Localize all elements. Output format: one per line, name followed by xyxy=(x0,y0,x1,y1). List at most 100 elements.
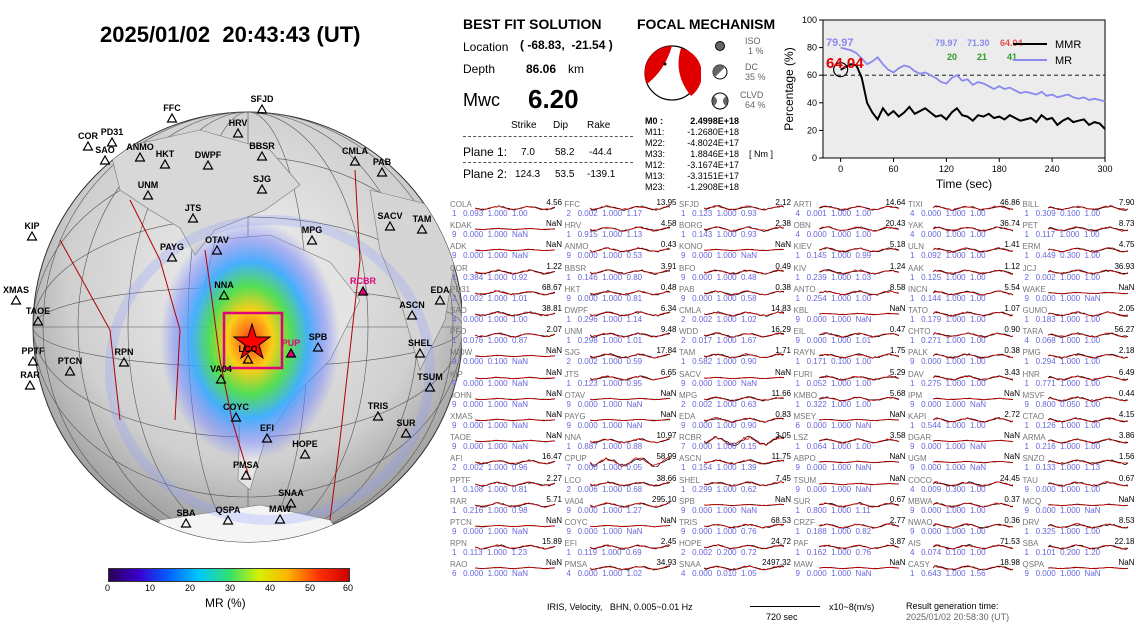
peak-amplitude: 7.45 xyxy=(775,473,791,483)
station-code: KBL xyxy=(793,306,809,315)
station-marker: SACV xyxy=(377,211,403,231)
station-triangle-icon xyxy=(230,411,242,422)
synthetic-trace xyxy=(589,311,670,317)
fit-values: 9 0.000 1.000 NaN xyxy=(452,251,529,261)
peak-amplitude: NaN xyxy=(545,388,562,398)
fit-values: 1 0.162 1.000 0.76 xyxy=(795,548,872,558)
peak-amplitude: 0.48 xyxy=(660,282,677,292)
waveform-trace xyxy=(589,480,670,487)
synthetic-trace xyxy=(1047,311,1128,317)
synthetic-trace xyxy=(818,567,899,570)
synthetic-trace xyxy=(933,290,1013,296)
station-triangle-icon xyxy=(285,347,297,358)
plate-boundaries xyxy=(59,169,361,521)
clvd-value: 64 % xyxy=(745,100,766,110)
station-code: MSEY xyxy=(793,412,817,421)
station-code: WAKE xyxy=(1022,284,1046,294)
fit-values: 1 0.800 1.000 1.11 xyxy=(795,505,871,515)
synthetic-trace xyxy=(818,247,899,253)
station-waveform-cell: INCN 5.54 1 0.144 1.000 1.00 xyxy=(908,283,1020,304)
fit-values: 1 0.183 1.000 1.00 xyxy=(1024,315,1101,324)
peak-amplitude: 3.86 xyxy=(1118,431,1135,441)
waveform-trace xyxy=(475,544,555,551)
peak-amplitude: 2.18 xyxy=(1118,346,1135,356)
station-waveform-cell: AFI 16.47 2 0.002 1.000 0.96 xyxy=(450,452,562,473)
peak-amplitude: 2.12 xyxy=(775,198,791,207)
station-marker: LCO xyxy=(239,344,258,364)
synthetic-trace xyxy=(475,440,555,443)
station-waveform-cell: SFJD 2.12 1 0.123 1.000 0.93 xyxy=(679,198,791,219)
station-label: TAM xyxy=(413,214,432,224)
source-region-box xyxy=(222,311,284,370)
station-triangle-icon xyxy=(357,285,369,296)
station-code: KDAK xyxy=(450,221,472,231)
station-triangle-icon xyxy=(187,212,199,223)
synthetic-trace xyxy=(933,375,1013,381)
station-waveform-cell: WDD 16.29 2 0.017 1.000 1.67 xyxy=(679,325,791,346)
waveform-trace xyxy=(704,503,784,506)
station-code: PALK xyxy=(908,348,928,358)
peak-amplitude: NaN xyxy=(1003,452,1020,462)
peak-amplitude: 295.10 xyxy=(652,494,677,504)
waveform-trace xyxy=(475,397,555,400)
station-waveform-cell: UNM 9.48 1 0.298 1.000 1.01 xyxy=(565,325,677,346)
waveform-trace xyxy=(818,567,899,570)
station-waveform-cell: EDA 0.83 9 0.000 1.000 0.90 xyxy=(679,410,791,431)
event-datetime: 2025/01/02 20:43:43 (UT) xyxy=(100,22,361,47)
peak-amplitude: 71.53 xyxy=(999,537,1020,547)
waveform-trace xyxy=(704,268,784,275)
synthetic-trace xyxy=(475,376,555,379)
station-waveform-cell: ANMO 0.43 9 0.000 1.000 0.53 xyxy=(565,240,677,261)
station-label: MAW xyxy=(269,504,292,514)
waveform-trace xyxy=(475,459,555,466)
focal-title: FOCAL MECHANISM xyxy=(637,16,776,32)
peak-amplitude: 15.89 xyxy=(541,537,562,547)
station-code: KAPI xyxy=(908,412,927,421)
synthetic-trace xyxy=(475,502,555,508)
synthetic-trace xyxy=(818,374,899,381)
station-marker: SPB xyxy=(309,332,328,352)
fit-values: 1 0.179 1.000 1.00 xyxy=(910,315,986,324)
synthetic-trace xyxy=(933,354,1013,360)
station-waveform-cell: CPUP 58.99 7 0.000 1.000 0.05 xyxy=(565,452,677,473)
fit-values: 1 0.771 1.000 1.00 xyxy=(1024,378,1101,388)
fit-values: 1 0.108 1.000 0.81 xyxy=(452,484,528,494)
fit-values: 1 0.294 1.000 1.00 xyxy=(1024,357,1101,367)
station-label: OTAV xyxy=(205,235,229,245)
station-marker: SBA xyxy=(176,508,196,528)
station-code: MAW xyxy=(793,560,813,570)
peak-amplitude: 38.81 xyxy=(541,304,562,313)
station-code: VA04 xyxy=(564,496,584,506)
y-tick-label: 80 xyxy=(807,43,817,53)
peak-amplitude: 6.34 xyxy=(660,304,677,313)
peak-amplitude: 4.58 xyxy=(660,219,677,229)
location-label: Location xyxy=(463,40,509,54)
station-triangle-icon xyxy=(274,513,286,524)
station-label: CMLA xyxy=(342,146,368,156)
waveform-trace xyxy=(933,311,1013,317)
station-waveform-cell: XMAS NaN 9 0.000 1.000 NaN xyxy=(450,410,562,431)
station-triangle-icon xyxy=(240,469,252,480)
station-waveform-cell: TAM 1.71 1 0.582 1.000 0.90 xyxy=(679,346,791,367)
station-marker: PTCN xyxy=(58,356,82,376)
synthetic-trace xyxy=(933,332,1013,338)
depth-value: 86.06 xyxy=(526,62,557,76)
station-triangle-icon xyxy=(376,166,388,177)
station-triangle-icon xyxy=(27,355,39,366)
peak-amplitude: NaN xyxy=(545,240,562,250)
peak-amplitude: NaN xyxy=(545,219,562,229)
waveform-trace xyxy=(818,544,899,550)
station-marker: PUP xyxy=(282,338,300,358)
fit-values: 1 0.582 1.000 0.90 xyxy=(681,357,757,367)
fit-values: 1 0.299 1.000 0.62 xyxy=(681,484,757,494)
station-code: COLA xyxy=(450,200,472,209)
waveform-trace xyxy=(818,268,899,275)
station-code: SNZO xyxy=(1022,454,1045,464)
peak-amplitude: 1.56 xyxy=(1118,452,1135,462)
chart-annotation: 79.97 xyxy=(935,38,958,48)
peak-amplitude: NaN xyxy=(1003,388,1020,398)
station-waveform-cell: EIL 0.47 9 0.000 1.000 1.01 xyxy=(794,325,906,346)
peak-amplitude: 36.93 xyxy=(1114,261,1135,271)
synthetic-trace xyxy=(475,418,555,422)
peak-amplitude: 1.71 xyxy=(775,346,791,356)
